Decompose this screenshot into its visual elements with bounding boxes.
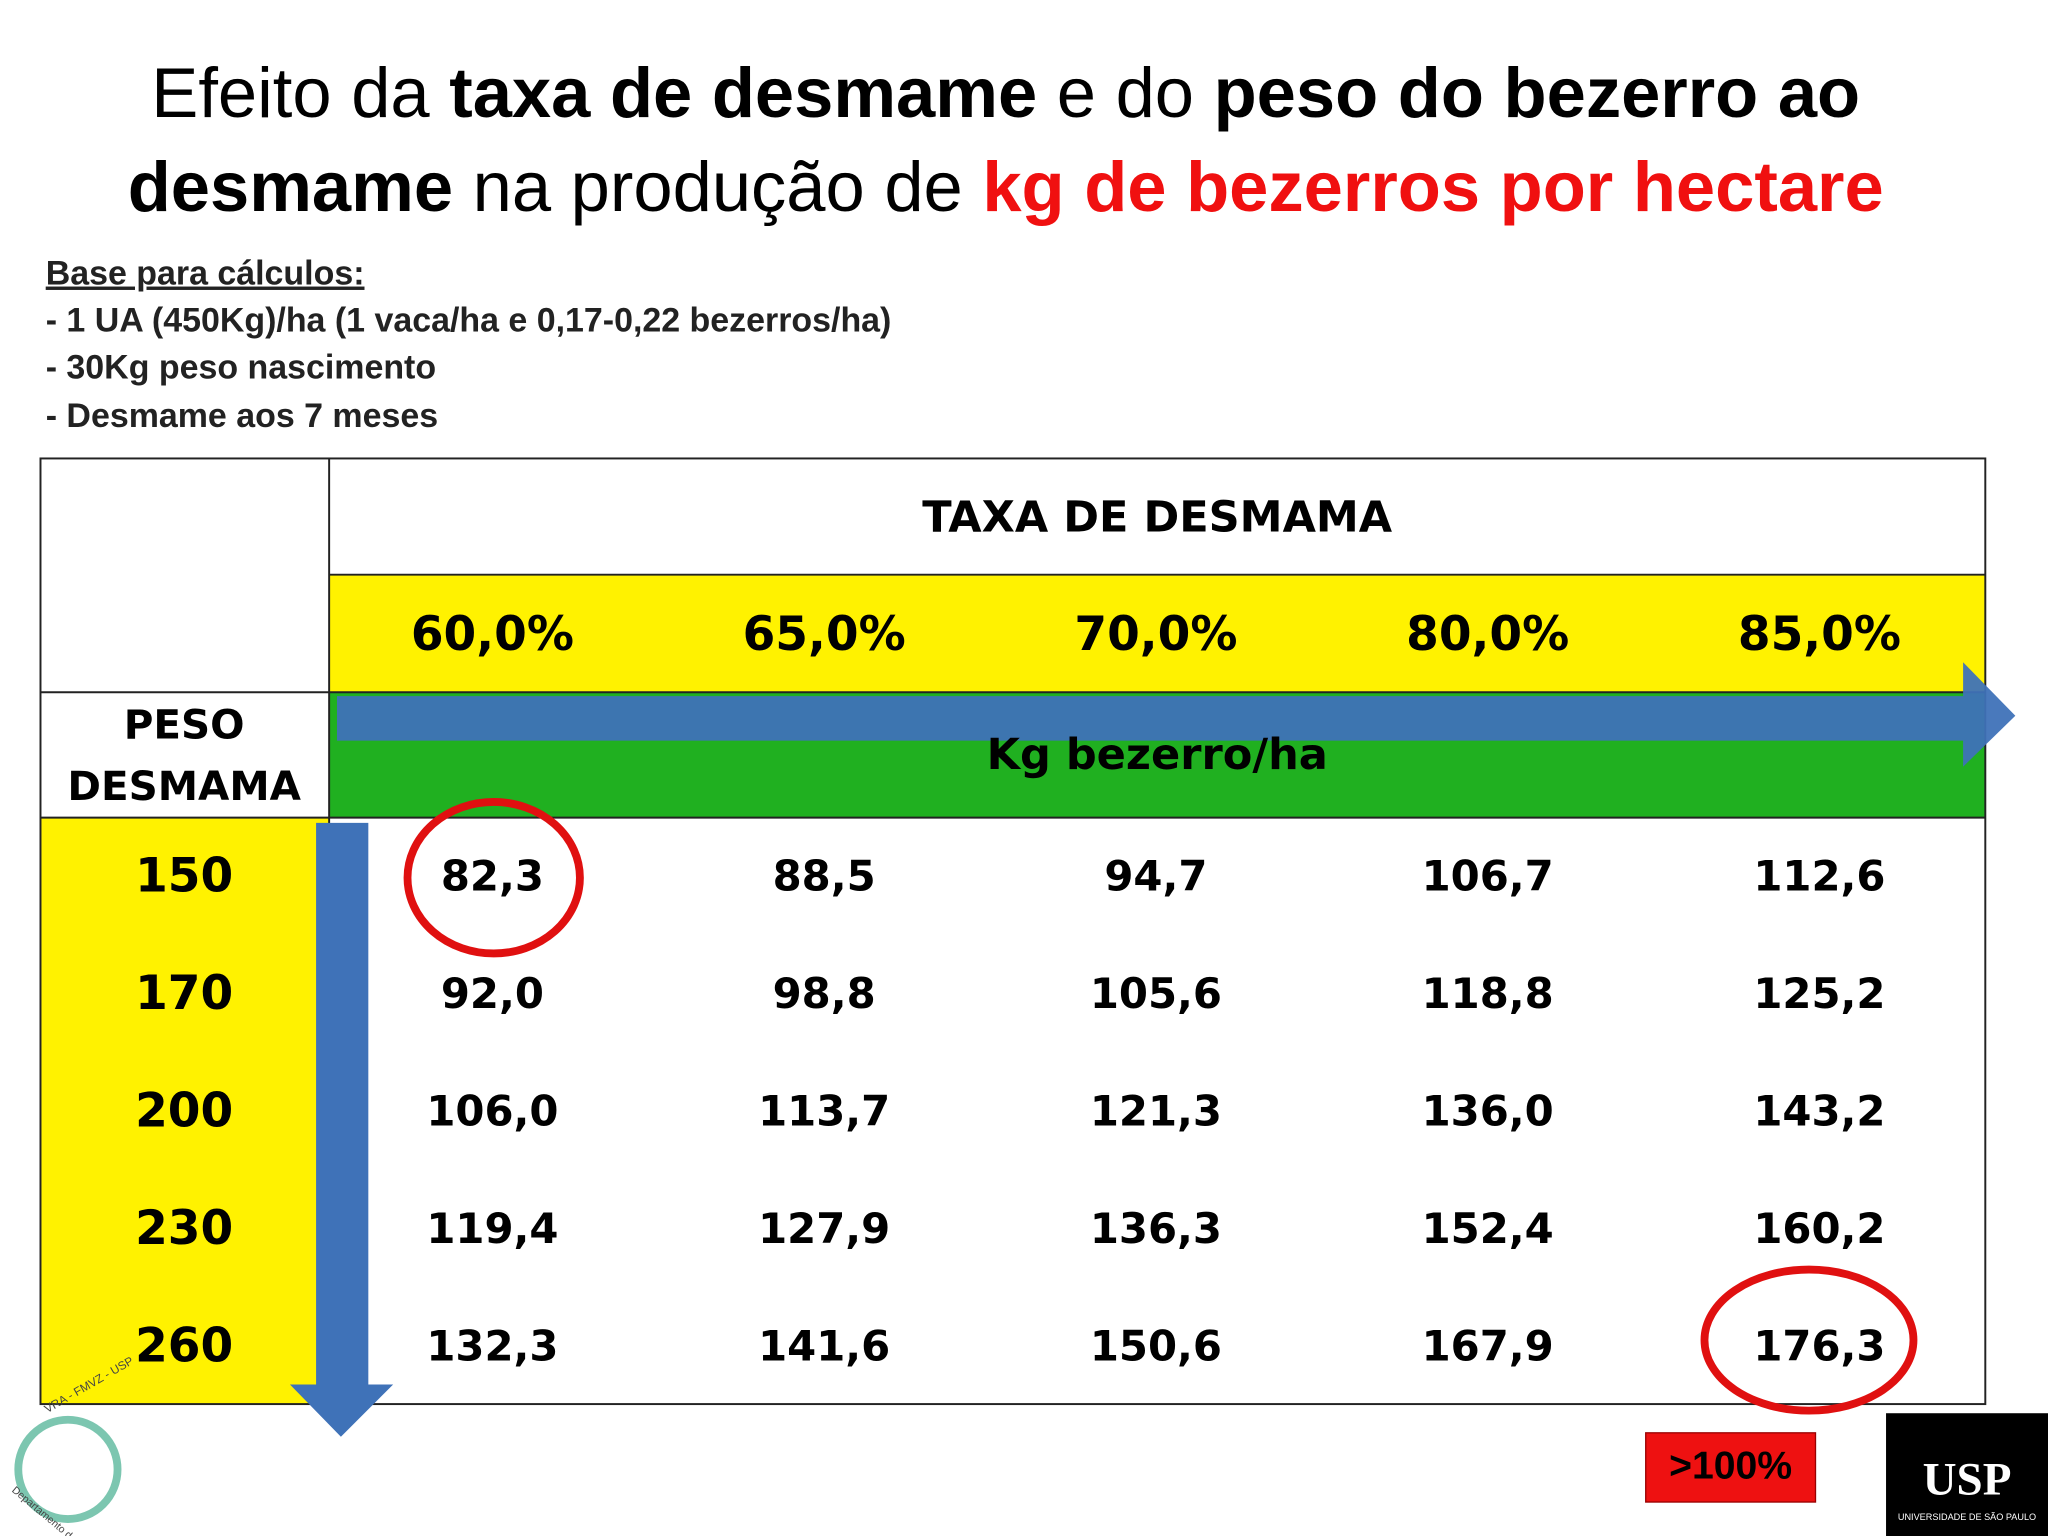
percent-row-bg bbox=[329, 574, 1986, 693]
cell: 106,7 bbox=[1422, 852, 1554, 901]
cell: 152,4 bbox=[1422, 1204, 1554, 1253]
row-label: 170 bbox=[135, 966, 233, 1021]
weight-col-bg bbox=[40, 817, 330, 1405]
row-label: 150 bbox=[135, 849, 233, 904]
unit-label: Kg bezerro/ha bbox=[987, 730, 1328, 780]
row-label: 230 bbox=[135, 1201, 233, 1256]
title-part: kg de bezerros por hectare bbox=[982, 147, 1883, 226]
cell: 92,0 bbox=[441, 969, 544, 1018]
title-part: desmame bbox=[128, 147, 453, 226]
cell: 82,3 bbox=[441, 852, 544, 901]
usp-caption: UNIVERSIDADE DE SÃO PAULO bbox=[1898, 1512, 2036, 1522]
title-part: na produção de bbox=[453, 147, 982, 226]
usp-text: USP bbox=[1923, 1454, 2012, 1506]
title-part: peso do bezerro ao bbox=[1214, 53, 1861, 132]
badge bbox=[1645, 1432, 1817, 1503]
cell: 150,6 bbox=[1090, 1322, 1222, 1371]
arrow-right bbox=[336, 662, 2016, 767]
column-header: 85,0% bbox=[1738, 607, 1901, 662]
title-part: e do bbox=[1037, 53, 1213, 132]
cell: 143,2 bbox=[1753, 1087, 1885, 1136]
cell: 119,4 bbox=[426, 1204, 558, 1253]
row-header: PESO bbox=[124, 701, 245, 749]
row-label: 200 bbox=[135, 1084, 233, 1139]
cell: 176,3 bbox=[1753, 1322, 1885, 1371]
highlight-circle bbox=[1700, 1265, 1918, 1415]
logo-ring bbox=[14, 1415, 122, 1523]
cell: 105,6 bbox=[1090, 969, 1222, 1018]
highlight-circle bbox=[403, 798, 584, 958]
cell: 112,6 bbox=[1753, 852, 1885, 901]
cell: 118,8 bbox=[1422, 969, 1554, 1018]
usp-logo bbox=[1886, 1413, 2048, 1536]
table-header: TAXA DE DESMAMA bbox=[922, 492, 1393, 542]
note: - 30Kg peso nascimento bbox=[46, 349, 436, 387]
cell: 127,9 bbox=[758, 1204, 890, 1253]
note: - 1 UA (450Kg)/ha (1 vaca/ha e 0,17-0,22… bbox=[46, 302, 892, 340]
cell: 113,7 bbox=[758, 1087, 890, 1136]
title-part: Efeito da bbox=[151, 53, 449, 132]
cell: 125,2 bbox=[1753, 969, 1885, 1018]
arrow-down bbox=[289, 822, 394, 1437]
cell: 106,0 bbox=[426, 1087, 558, 1136]
column-header: 60,0% bbox=[411, 607, 574, 662]
cell: 132,3 bbox=[426, 1322, 558, 1371]
cell: 160,2 bbox=[1753, 1204, 1885, 1253]
cell: 141,6 bbox=[758, 1322, 890, 1371]
cell: 94,7 bbox=[1104, 852, 1207, 901]
table-border bbox=[39, 457, 1987, 1406]
title-line1: Efeito da taxa de desmame e do peso do b… bbox=[151, 53, 1860, 132]
cell: 136,3 bbox=[1090, 1204, 1222, 1253]
cell: 98,8 bbox=[773, 969, 876, 1018]
cell: 167,9 bbox=[1422, 1322, 1554, 1371]
table: TAXA DE DESMAMA PESO DESMAMA Kg bezerro/… bbox=[39, 457, 2016, 1437]
logo-text: Departamento de Reprodução Animal bbox=[9, 1485, 150, 1536]
row-header: DESMAMA bbox=[67, 762, 301, 810]
column-header: 70,0% bbox=[1074, 607, 1237, 662]
badge-text: >100% bbox=[1669, 1444, 1792, 1487]
cell: 136,0 bbox=[1422, 1087, 1554, 1136]
note: - Desmame aos 7 meses bbox=[46, 397, 438, 435]
cell: 88,5 bbox=[773, 852, 876, 901]
row-label: 260 bbox=[135, 1319, 233, 1374]
cell: 121,3 bbox=[1090, 1087, 1222, 1136]
notes-heading: Base para cálculos: bbox=[46, 255, 365, 293]
title-part: taxa de desmame bbox=[449, 53, 1037, 132]
column-header: 80,0% bbox=[1406, 607, 1569, 662]
title-line2: desmame na produção de kg de bezerros po… bbox=[128, 147, 1884, 226]
column-header: 65,0% bbox=[743, 607, 906, 662]
